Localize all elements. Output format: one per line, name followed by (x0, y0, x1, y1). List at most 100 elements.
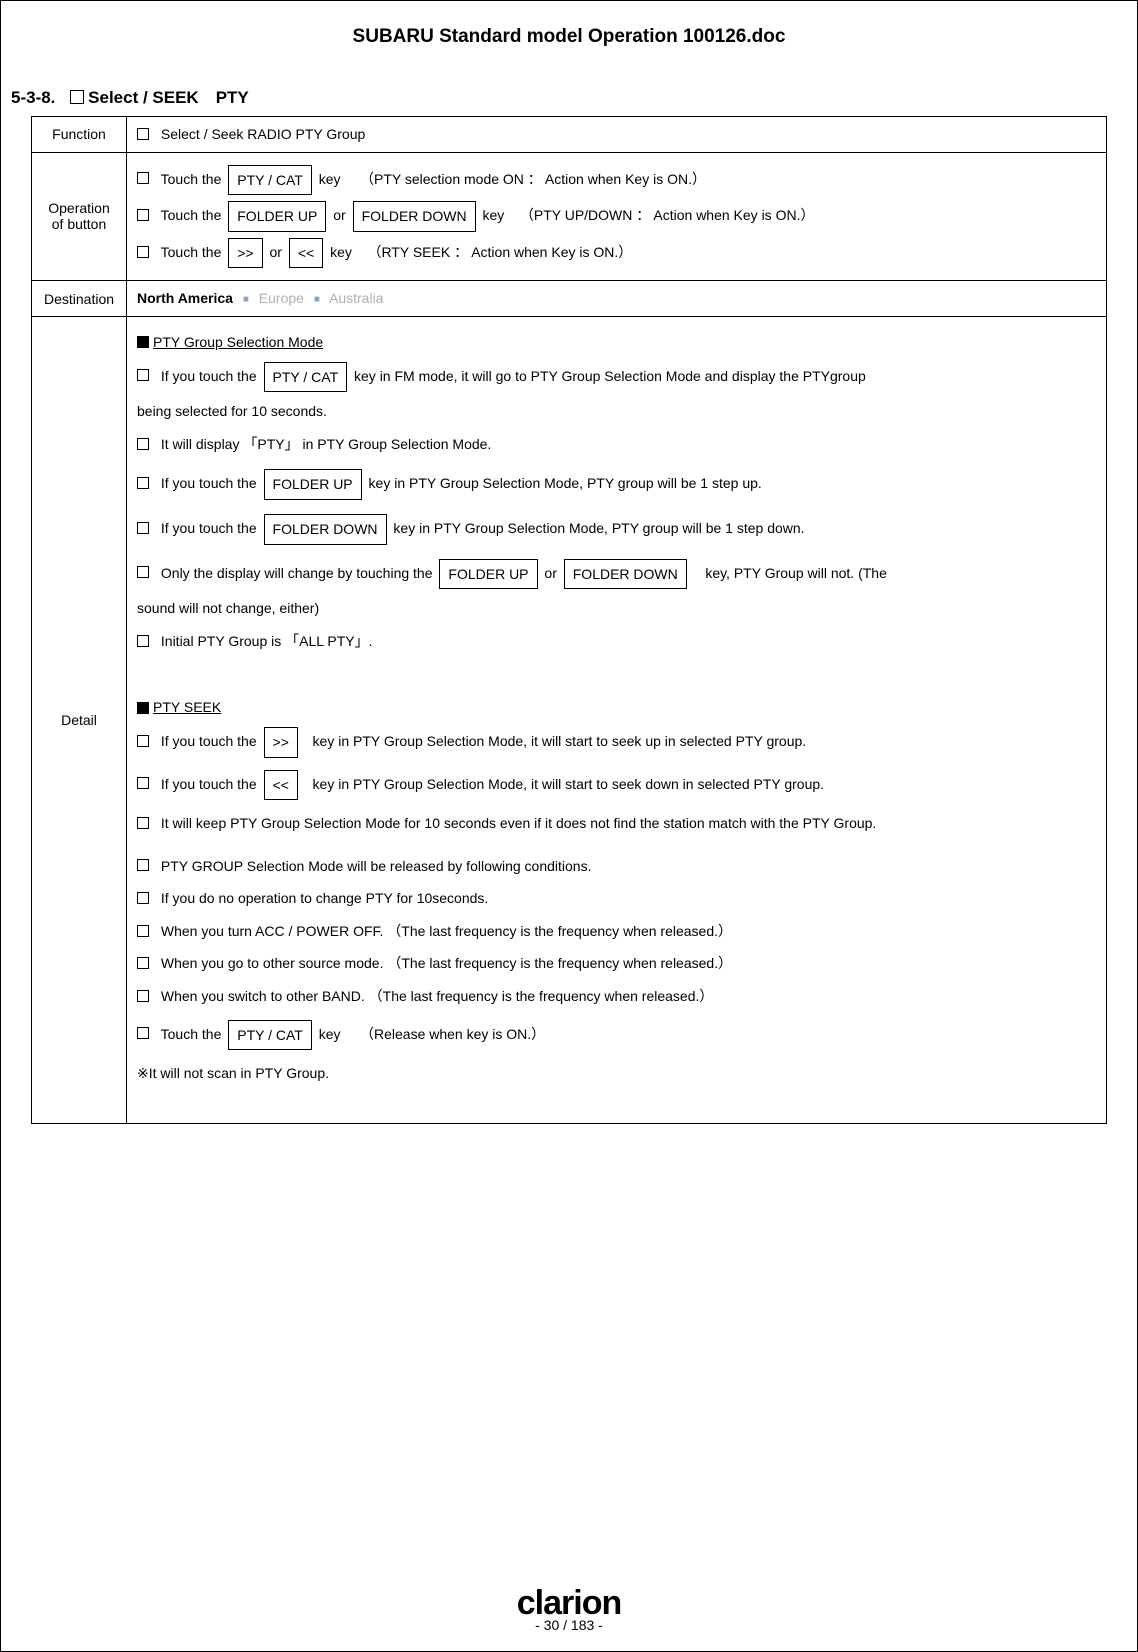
release-item: When you turn ACC / POWER OFF. （The last… (137, 918, 1096, 945)
bullet-icon: ■ (243, 294, 249, 305)
key-folder-down: FOLDER DOWN (264, 514, 387, 545)
key-pty-cat: PTY / CAT (228, 1020, 312, 1051)
pty-group-heading: PTY Group Selection Mode (137, 329, 1096, 356)
release-intro: PTY GROUP Selection Mode will be release… (137, 853, 1096, 880)
text: key in PTY Group Selection Mode, it will… (313, 733, 807, 749)
key-pty-cat: PTY / CAT (228, 165, 312, 196)
text: It will display 「PTY」 in PTY Group Selec… (161, 436, 491, 452)
text: or (333, 207, 345, 223)
text: key in PTY Group Selection Mode, PTY gro… (393, 520, 804, 536)
checkbox-icon (137, 522, 149, 534)
text: Touch the (161, 207, 222, 223)
op-line-1: Touch the PTY / CAT key （PTY selection m… (137, 165, 1096, 196)
text: When you switch to other BAND. （The last… (161, 988, 714, 1004)
text: Touch the (161, 1026, 222, 1042)
checkbox-icon (137, 209, 149, 221)
checkbox-icon (137, 477, 149, 489)
text: When you go to other source mode. （The l… (161, 955, 732, 971)
key-seek-fwd: >> (264, 727, 298, 758)
text: being selected for 10 seconds. (137, 403, 327, 419)
dest-europe: Europe (259, 290, 304, 306)
detail-line: If you touch the FOLDER UP key in PTY Gr… (137, 469, 1096, 500)
key-folder-down: FOLDER DOWN (353, 201, 476, 232)
text: （PTY UP/DOWN ： Action when Key is ON.） (520, 207, 815, 223)
text: key in PTY Group Selection Mode, PTY gro… (369, 475, 762, 491)
checkbox-icon (137, 859, 149, 871)
square-icon (137, 336, 149, 348)
checkbox-icon (137, 635, 149, 647)
key-seek-back: << (264, 770, 298, 801)
text: If you do no operation to change PTY for… (161, 890, 488, 906)
page-footer: clarion - 30 / 183 - (1, 1588, 1137, 1633)
checkbox-icon (137, 128, 149, 140)
checkbox-icon (137, 777, 149, 789)
checkbox-icon (137, 566, 149, 578)
label-operation: Operation of button (32, 152, 127, 281)
text: key in PTY Group Selection Mode, it will… (313, 776, 825, 792)
spec-table: Function Select / Seek RADIO PTY Group O… (31, 116, 1107, 1124)
text: key, PTY Group will not. (The (705, 565, 887, 581)
text: If you touch the (161, 475, 257, 491)
label-destination: Destination (32, 281, 127, 317)
dest-australia: Australia (329, 290, 383, 306)
key-folder-up: FOLDER UP (439, 559, 537, 590)
text: or (270, 244, 282, 260)
checkbox-icon (137, 1027, 149, 1039)
detail-line: It will keep PTY Group Selection Mode fo… (137, 810, 1096, 837)
checkbox-icon (137, 925, 149, 937)
detail-cell: PTY Group Selection Mode If you touch th… (127, 316, 1107, 1123)
detail-line: It will display 「PTY」 in PTY Group Selec… (137, 431, 1096, 458)
page-number: - 30 / 183 - (1, 1617, 1137, 1633)
label-function: Function (32, 117, 127, 153)
op-line-3: Touch the >> or << key （RTY SEEK ： Actio… (137, 238, 1096, 269)
text: key in FM mode, it will go to PTY Group … (354, 368, 866, 384)
checkbox-icon (137, 892, 149, 904)
text: Only the display will change by touching… (161, 565, 433, 581)
release-item: If you do no operation to change PTY for… (137, 885, 1096, 912)
release-item: When you go to other source mode. （The l… (137, 950, 1096, 977)
text: or (544, 565, 556, 581)
text: If you touch the (161, 368, 257, 384)
pty-seek-heading: PTY SEEK (137, 694, 1096, 721)
text: When you turn ACC / POWER OFF. （The last… (161, 923, 732, 939)
key-seek-fwd: >> (228, 238, 262, 269)
text: If you touch the (161, 733, 257, 749)
text: key (330, 244, 352, 260)
checkbox-icon (137, 990, 149, 1002)
detail-line: If you touch the << key in PTY Group Sel… (137, 770, 1096, 801)
section-number: 5-3-8. (11, 88, 55, 107)
text: If you touch the (161, 520, 257, 536)
heading-text: PTY Group Selection Mode (153, 334, 323, 350)
key-folder-up: FOLDER UP (228, 201, 326, 232)
bullet-icon: ■ (314, 294, 320, 305)
dest-na: North America (137, 290, 233, 306)
text: Touch the (161, 171, 222, 187)
detail-line-cont: being selected for 10 seconds. (137, 398, 1096, 425)
op-line-2: Touch the FOLDER UP or FOLDER DOWN key （… (137, 201, 1096, 232)
checkbox-icon (137, 957, 149, 969)
detail-line: If you touch the FOLDER DOWN key in PTY … (137, 514, 1096, 545)
checkbox-icon (137, 246, 149, 258)
heading-text: PTY SEEK (153, 699, 221, 715)
checkbox-icon (137, 817, 149, 829)
detail-line: Only the display will change by touching… (137, 559, 1096, 590)
text: If you touch the (161, 776, 257, 792)
text: Initial PTY Group is 「ALL PTY」. (161, 633, 373, 649)
text: Touch the (161, 244, 222, 260)
document-title: SUBARU Standard model Operation 100126.d… (31, 26, 1107, 48)
clarion-logo: clarion (1, 1588, 1137, 1619)
release-item: When you switch to other BAND. （The last… (137, 983, 1096, 1010)
text: （PTY selection mode ON ： Action when Key… (360, 171, 706, 187)
text: PTY GROUP Selection Mode will be release… (161, 858, 592, 874)
destination-cell: North America ■ Europe ■ Australia (127, 281, 1107, 317)
note-line: ※It will not scan in PTY Group. (137, 1060, 1096, 1087)
detail-line: If you touch the PTY / CAT key in FM mod… (137, 362, 1096, 393)
checkbox-icon (137, 438, 149, 450)
text: key (319, 1026, 341, 1042)
key-seek-back: << (289, 238, 323, 269)
text: key (483, 207, 505, 223)
key-pty-cat: PTY / CAT (264, 362, 348, 393)
section-heading: 5-3-8. Select / SEEK PTY (11, 83, 1107, 108)
detail-line: Initial PTY Group is 「ALL PTY」. (137, 628, 1096, 655)
operation-cell: Touch the PTY / CAT key （PTY selection m… (127, 152, 1107, 281)
